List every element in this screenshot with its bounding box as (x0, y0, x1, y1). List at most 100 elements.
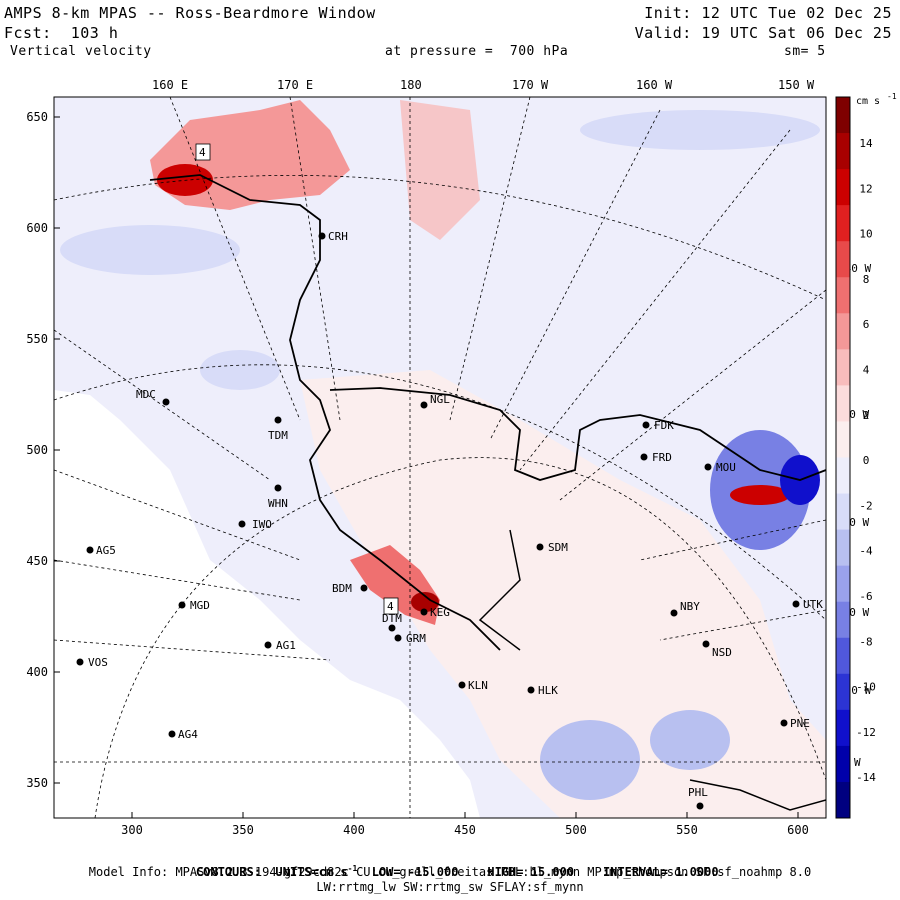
colorbar-label: -12 (856, 726, 876, 739)
contours-info: CONTOURS: UNITS=cm s-1 LOW= -15.000 HIGH… (0, 850, 900, 879)
lon-label: 160 E (152, 78, 188, 92)
y-tick-label: 600 (26, 221, 48, 235)
colorbar-units-exp: -1 (887, 92, 897, 101)
colorbar-swatch (836, 709, 850, 747)
station-label: NSD (712, 646, 732, 659)
colorbar-swatch (836, 781, 850, 819)
colorbar-swatch (836, 457, 850, 495)
colorbar-label: -4 (859, 545, 873, 558)
colorbar-label: -6 (859, 590, 872, 603)
station-label: VOS (88, 656, 108, 669)
lon-label: 150 W (778, 78, 815, 92)
colorbar-label: -2 (859, 499, 872, 512)
axis-ticks (54, 116, 799, 818)
weak-ascent-region (300, 370, 826, 818)
colorbar-label: 10 (859, 228, 872, 241)
descent-patch (650, 710, 730, 770)
x-axis-labels: 300 350 400 450 500 550 600 (121, 823, 809, 837)
colorbar-label: 14 (859, 137, 873, 150)
x-tick-label: 300 (121, 823, 143, 837)
station-label: UTK (803, 598, 823, 611)
colorbar-swatch (836, 637, 850, 675)
descent-patch (200, 350, 280, 390)
station-label: PHL (688, 786, 708, 799)
lon-label: 180 (400, 78, 422, 92)
station-label: CRH (328, 230, 348, 243)
colorbar-label: 2 (863, 409, 870, 422)
x-tick-label: 500 (565, 823, 587, 837)
station-label: HLK (538, 684, 558, 697)
map-border (53, 96, 827, 819)
colorbar-units: cm s (856, 96, 880, 107)
map-field (54, 97, 826, 818)
top-longitude-labels: 160 E 170 E 180 170 W 160 W 150 W (152, 78, 815, 92)
station-label: BDM (332, 582, 352, 595)
model-info: Model Info: MPASv8.2.3-194-gf29cd82c CU:… (88, 865, 812, 879)
colorbar-label: 4 (863, 364, 870, 377)
colorbar-swatch (836, 97, 850, 134)
x-tick-label: 350 (232, 823, 254, 837)
colorbar-label: -14 (856, 771, 876, 784)
colorbar-label: 0 (863, 454, 870, 467)
station-label: MDC (136, 388, 156, 401)
forecast-hour: Fcst: 103 h (4, 24, 119, 42)
colorbar-swatch (836, 241, 850, 278)
station-label: NGL (430, 393, 450, 406)
station-label: MOU (716, 461, 736, 474)
station-label: FRD (652, 451, 672, 464)
colorbar-swatch (836, 277, 850, 314)
contour-label-boxes: 4 4 (195, 143, 399, 615)
colorbar-swatch (836, 421, 850, 458)
pressure-level: at pressure = 700 hPa (385, 44, 569, 59)
y-axis-labels: 650 600 550 500 450 400 350 (26, 110, 48, 790)
y-tick-label: 550 (26, 332, 48, 346)
y-tick-label: 400 (26, 665, 48, 679)
colorbar-swatch (836, 313, 850, 350)
colorbar-swatch (836, 133, 850, 170)
x-tick-label: 600 (787, 823, 809, 837)
ascent-patch (400, 100, 480, 240)
lon-label: 160 W (636, 78, 673, 92)
colorbar-swatch (836, 673, 850, 711)
descent-patch (540, 720, 640, 800)
colorbar-swatch (836, 169, 850, 206)
field-name: Vertical velocity (10, 44, 152, 59)
station-label: AG4 (178, 728, 198, 741)
contours-label: CONTOURS: (195, 865, 261, 879)
ascent-max (411, 592, 439, 612)
ascent-max (730, 485, 790, 505)
station-label: MGD (190, 599, 210, 612)
colorbar-swatch (836, 493, 850, 531)
colorbar-swatch (836, 565, 850, 603)
low-value: LOW= -15.000 (371, 865, 459, 879)
station-label: TDM (268, 429, 288, 442)
ice-shelf-edge (329, 387, 826, 481)
descent-patch (60, 225, 240, 275)
colorbar-swatch (836, 385, 850, 422)
lon-label: W (854, 756, 861, 769)
colorbar-frame (835, 96, 851, 819)
y-tick-label: 450 (26, 554, 48, 568)
x-tick-label: 550 (676, 823, 698, 837)
station-label: NBY (680, 600, 700, 613)
station-label: SDM (548, 541, 568, 554)
interval-value: INTERVAL= 1.0000 (602, 865, 719, 879)
colorbar-label: 8 (863, 273, 870, 286)
x-tick-label: 450 (454, 823, 476, 837)
graticule (54, 97, 826, 818)
coastline (689, 779, 826, 811)
colorbar-label: 12 (859, 182, 872, 195)
colorbar-label: 6 (863, 318, 870, 331)
init-time: Init: 12 UTC Tue 02 Dec 25 (644, 4, 892, 22)
contour-label: 4 (387, 600, 394, 613)
station-label: IWO (252, 518, 272, 531)
colorbar-label: -8 (859, 635, 872, 648)
colorbar-swatch (836, 745, 850, 783)
smoothing-value: sm= 5 (784, 44, 826, 59)
valid-time: Valid: 19 UTC Sat 06 Dec 25 (634, 24, 892, 42)
colorbar-swatch (836, 529, 850, 567)
y-tick-label: 650 (26, 110, 48, 124)
units-exp: -1 (347, 864, 358, 873)
station-label: AG1 (276, 639, 296, 652)
